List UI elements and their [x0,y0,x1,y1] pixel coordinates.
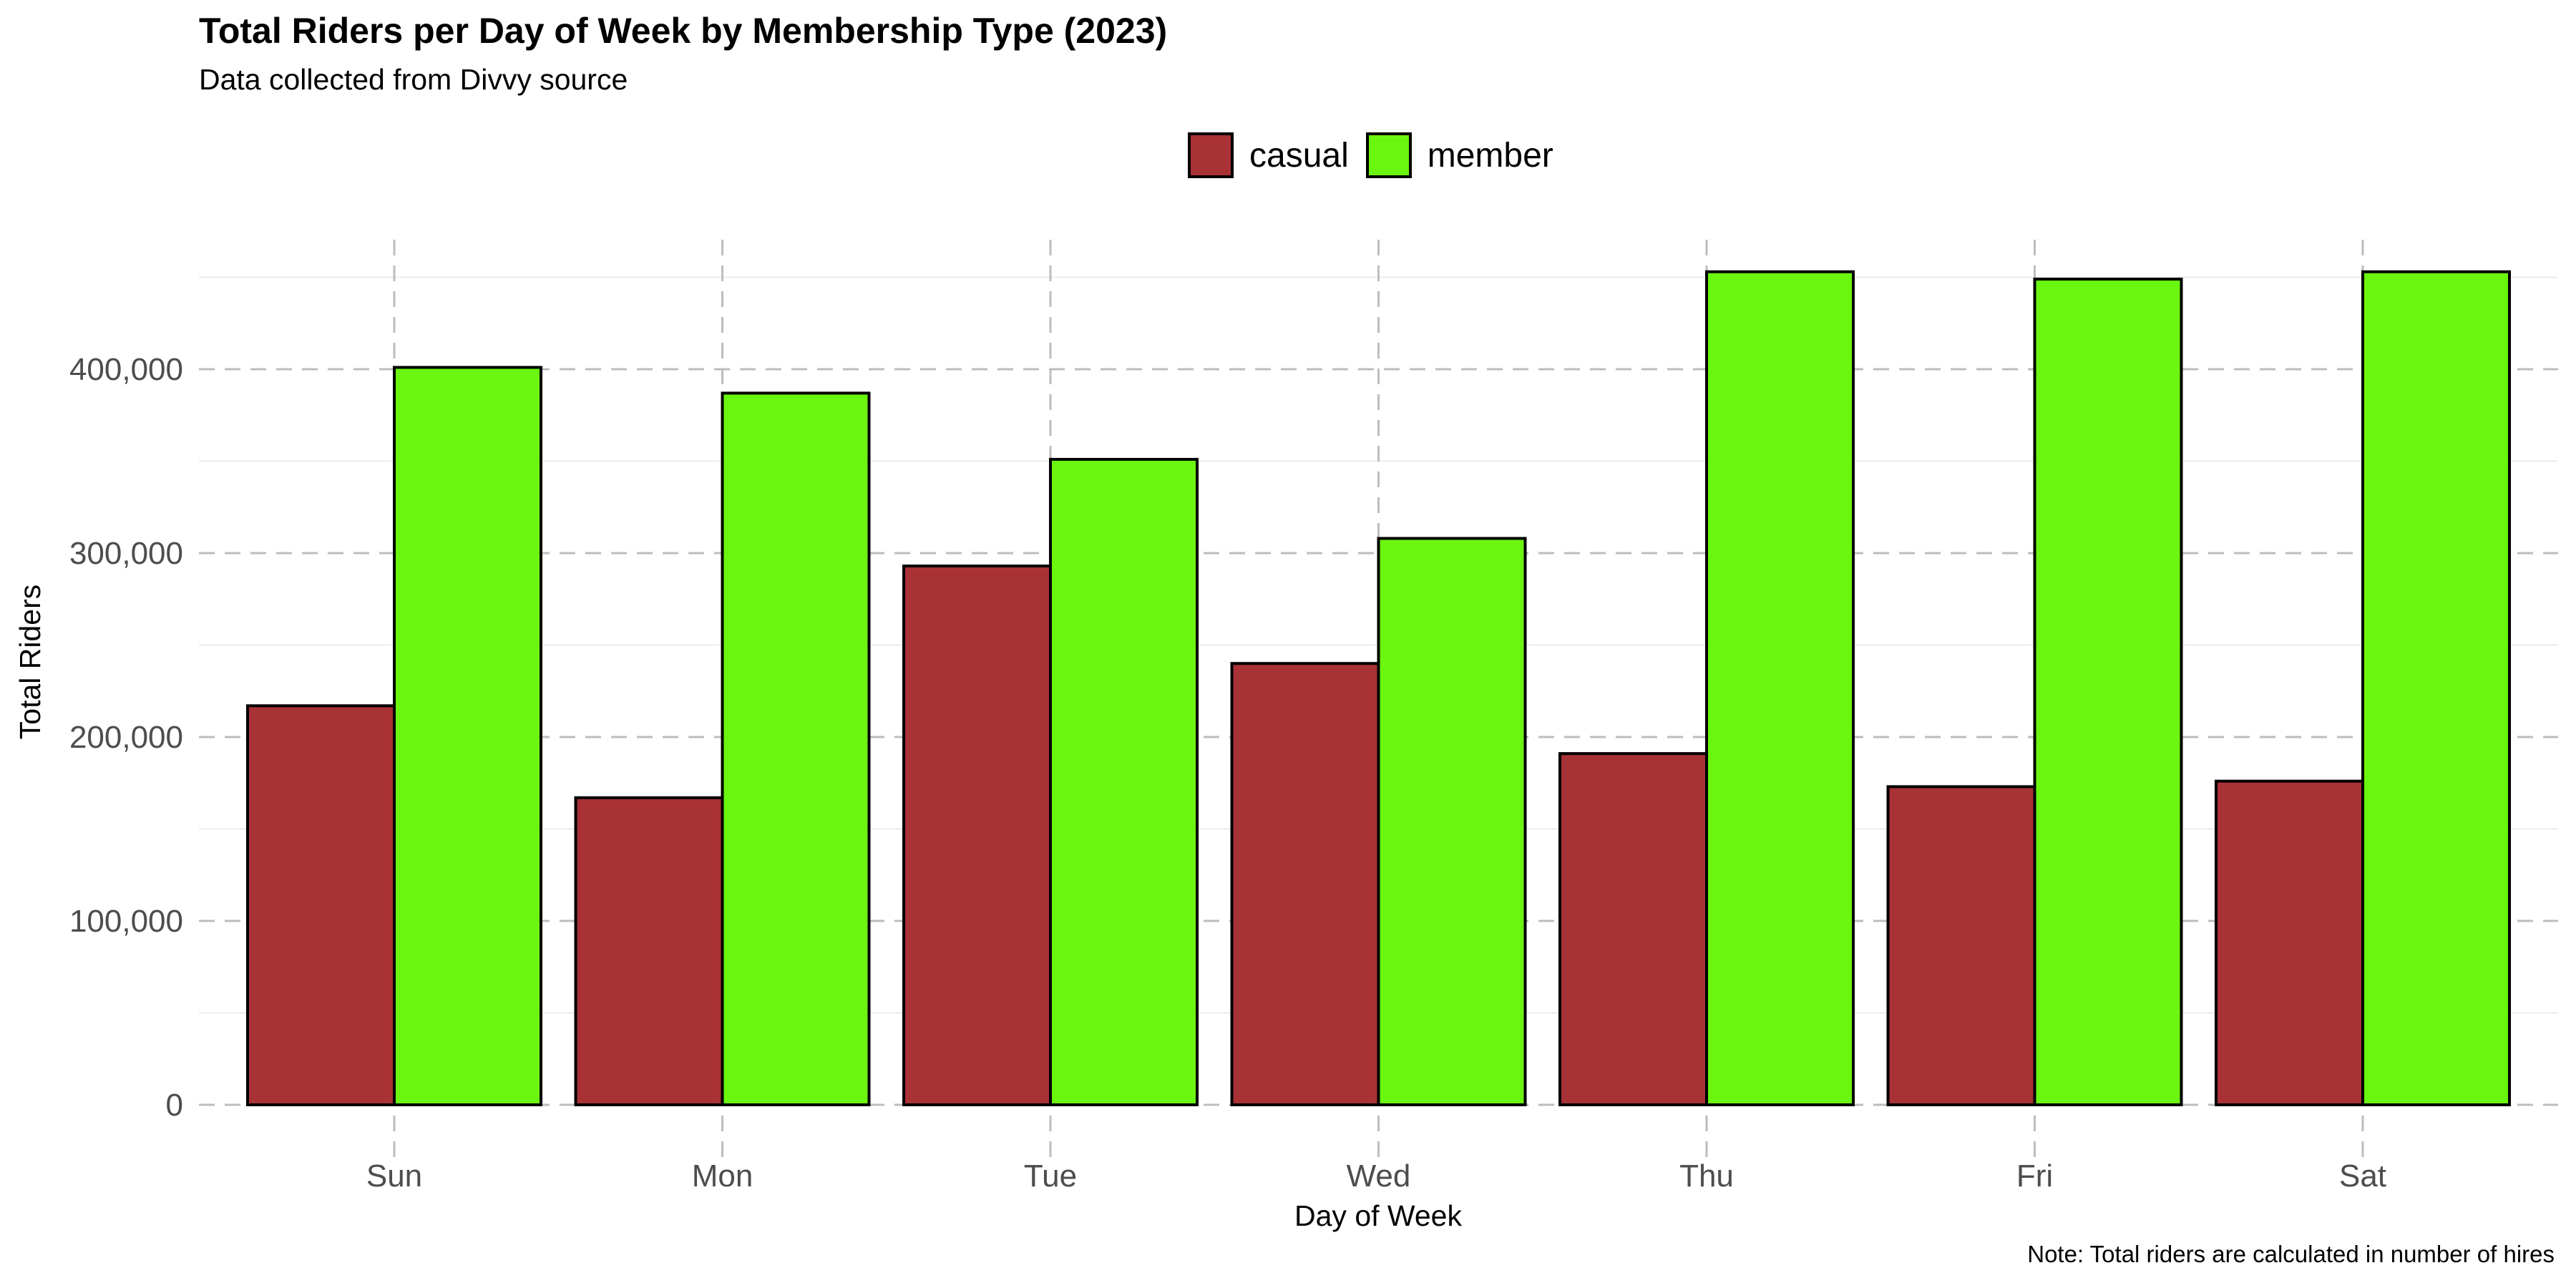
legend-label-casual: casual [1249,136,1349,175]
x-tick-label: Thu [1679,1158,1734,1194]
y-tick-label: 0 [166,1088,183,1123]
legend-label-member: member [1427,136,1553,175]
legend-item-member: member [1365,132,1553,178]
y-tick-label: 100,000 [69,904,183,939]
bar-member-mon [721,391,871,1106]
x-axis-title: Day of Week [1294,1199,1462,1232]
y-tick-label: 300,000 [69,536,183,571]
bar-casual-sun [246,704,396,1106]
x-tick-label: Wed [1347,1158,1411,1194]
x-tick-label: Tue [1024,1158,1077,1194]
bar-casual-wed [1230,662,1380,1106]
legend-swatch-member [1365,132,1412,178]
y-axis-title: Total Riders [14,585,47,739]
x-tick-label: Sat [2339,1158,2386,1194]
bar-casual-fri [1886,785,2036,1106]
bar-member-sun [393,366,542,1106]
chart-caption: Note: Total riders are calculated in num… [2027,1241,2555,1267]
bar-casual-sat [2215,779,2364,1107]
legend-item-casual: casual [1188,132,1349,178]
bar-member-thu [1705,270,1855,1106]
y-tick-label: 400,000 [69,352,183,387]
bar-member-wed [1377,537,1527,1106]
x-tick-label: Fri [2016,1158,2053,1194]
x-tick-label: Mon [692,1158,753,1194]
legend: casual member [1188,130,1571,180]
bar-casual-tue [902,564,1052,1106]
bar-casual-thu [1558,752,1708,1106]
chart-title: Total Riders per Day of Week by Membersh… [199,11,1168,51]
bar-casual-mon [574,796,724,1107]
chart-subtitle: Data collected from Divvy source [199,63,628,96]
bar-member-sat [2361,270,2511,1106]
bar-member-tue [1049,457,1199,1106]
y-tick-label: 200,000 [69,720,183,755]
legend-swatch-casual [1188,132,1234,178]
x-tick-label: Sun [366,1158,422,1194]
bar-member-fri [2033,278,2183,1107]
